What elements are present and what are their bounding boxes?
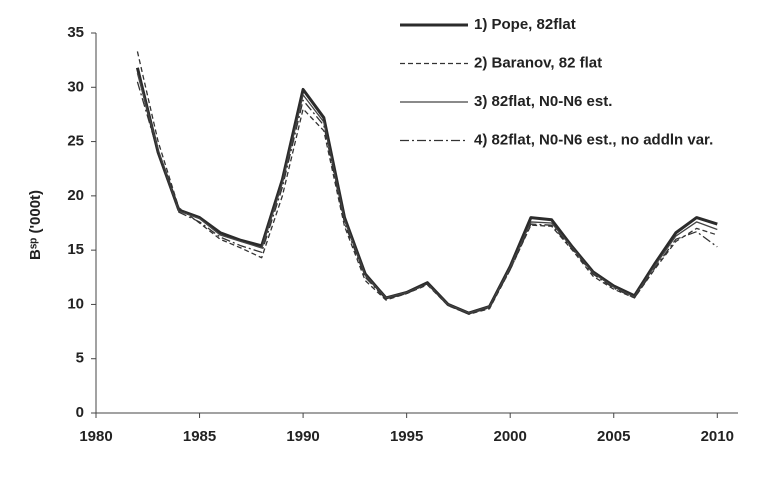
series-line — [136, 51, 718, 315]
y-tick-label: 10 — [67, 295, 84, 312]
y-tick-label: 25 — [67, 133, 84, 150]
series-line — [136, 81, 718, 315]
y-tick-label: 20 — [67, 187, 84, 204]
legend-label: 4) 82flat, N0-N6 est., no addln var. — [474, 131, 713, 148]
y-tick-label: 15 — [67, 241, 84, 258]
y-tick-label: 5 — [76, 350, 84, 367]
y-tick-label: 30 — [67, 78, 84, 95]
legend-label: 1) Pope, 82flat — [474, 16, 576, 33]
y-axis-label: Bˢᵖ ('000t) — [27, 190, 44, 260]
series-line — [135, 67, 718, 315]
legend-label: 3) 82flat, N0-N6 est. — [474, 93, 612, 110]
y-tick-label: 35 — [67, 24, 84, 41]
series-line — [136, 73, 718, 314]
y-tick-label: 0 — [76, 404, 84, 421]
x-tick-label: 1985 — [183, 428, 216, 445]
x-tick-label: 1990 — [286, 428, 319, 445]
x-tick-label: 2010 — [701, 428, 734, 445]
x-tick-label: 1995 — [390, 428, 423, 445]
x-tick-label: 1980 — [79, 428, 112, 445]
x-tick-label: 2005 — [597, 428, 630, 445]
x-tick-label: 2000 — [494, 428, 527, 445]
legend-label: 2) Baranov, 82 flat — [474, 54, 602, 71]
